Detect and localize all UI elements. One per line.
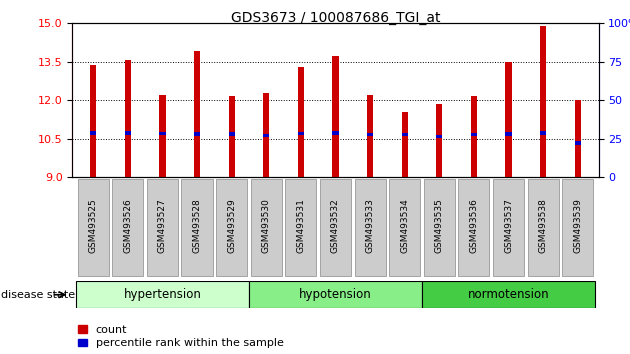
- Bar: [320, 179, 351, 276]
- Bar: [505, 62, 512, 177]
- Bar: [263, 93, 270, 177]
- Text: GSM493535: GSM493535: [435, 198, 444, 253]
- Bar: [436, 104, 442, 177]
- Bar: [436, 135, 442, 138]
- Text: GSM493527: GSM493527: [158, 198, 167, 253]
- Bar: [229, 132, 235, 136]
- Bar: [229, 96, 235, 177]
- Bar: [355, 179, 386, 276]
- Text: GDS3673 / 100087686_TGI_at: GDS3673 / 100087686_TGI_at: [231, 11, 440, 25]
- Bar: [90, 64, 96, 177]
- Text: hypotension: hypotension: [299, 288, 372, 301]
- Bar: [575, 142, 581, 145]
- Bar: [194, 132, 200, 136]
- Bar: [90, 131, 96, 135]
- Text: GSM493526: GSM493526: [123, 198, 132, 253]
- Bar: [401, 112, 408, 177]
- Bar: [493, 179, 524, 276]
- Bar: [527, 179, 559, 276]
- Text: GSM493534: GSM493534: [400, 198, 410, 253]
- Text: disease state: disease state: [1, 290, 76, 300]
- Bar: [181, 179, 212, 276]
- Text: GSM493528: GSM493528: [193, 198, 202, 253]
- Bar: [459, 179, 490, 276]
- Text: GSM493537: GSM493537: [504, 198, 513, 253]
- Bar: [125, 60, 131, 177]
- Bar: [401, 133, 408, 136]
- Legend: count, percentile rank within the sample: count, percentile rank within the sample: [78, 325, 284, 348]
- Text: hypertension: hypertension: [123, 288, 202, 301]
- Bar: [251, 179, 282, 276]
- Text: GSM493538: GSM493538: [539, 198, 547, 253]
- Bar: [471, 133, 477, 136]
- Bar: [562, 179, 593, 276]
- Bar: [298, 67, 304, 177]
- Bar: [298, 132, 304, 135]
- Text: normotension: normotension: [467, 288, 549, 301]
- Text: GSM493525: GSM493525: [89, 198, 98, 253]
- Text: GSM493533: GSM493533: [365, 198, 375, 253]
- Bar: [333, 131, 338, 135]
- Bar: [194, 51, 200, 177]
- Bar: [424, 179, 455, 276]
- Bar: [263, 134, 270, 137]
- Bar: [367, 95, 373, 177]
- Bar: [77, 179, 109, 276]
- Bar: [367, 133, 373, 136]
- Bar: [389, 179, 420, 276]
- Bar: [505, 132, 512, 136]
- Bar: [159, 132, 166, 135]
- Text: GSM493531: GSM493531: [296, 198, 306, 253]
- Bar: [159, 95, 166, 177]
- Bar: [422, 281, 595, 308]
- Bar: [285, 179, 316, 276]
- Text: GSM493532: GSM493532: [331, 198, 340, 253]
- Bar: [471, 96, 477, 177]
- Bar: [575, 100, 581, 177]
- Bar: [249, 281, 422, 308]
- Text: GSM493536: GSM493536: [469, 198, 478, 253]
- Text: GSM493539: GSM493539: [573, 198, 582, 253]
- Bar: [333, 56, 338, 177]
- Bar: [147, 179, 178, 276]
- Bar: [216, 179, 247, 276]
- Bar: [112, 179, 144, 276]
- Text: GSM493530: GSM493530: [261, 198, 271, 253]
- Text: GSM493529: GSM493529: [227, 198, 236, 253]
- Bar: [76, 281, 249, 308]
- Bar: [540, 131, 546, 135]
- Bar: [540, 26, 546, 177]
- Bar: [125, 131, 131, 135]
